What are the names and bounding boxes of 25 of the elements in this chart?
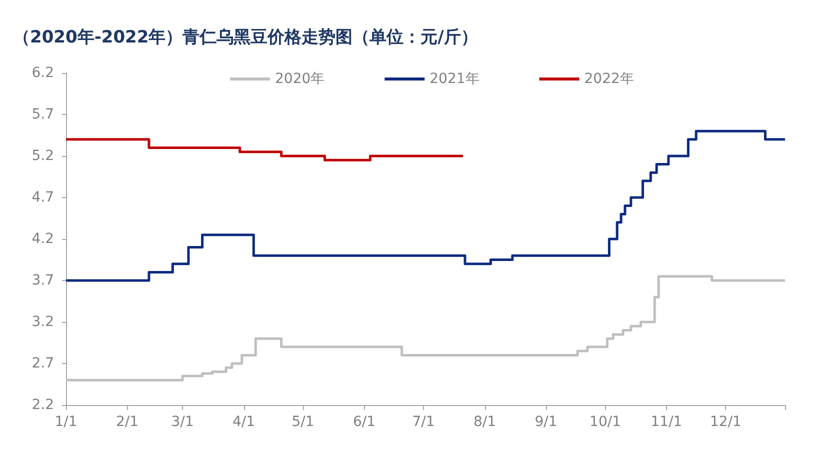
y-tick-label: 5.7 — [32, 106, 54, 122]
x-tick-label: 3/1 — [171, 414, 194, 430]
x-tick-label: 10/1 — [590, 414, 621, 430]
y-tick-label: 2.7 — [32, 356, 54, 372]
x-tick-label: 7/1 — [412, 414, 435, 430]
x-tick-label: 8/1 — [473, 414, 496, 430]
y-tick-label: 4.7 — [32, 190, 54, 206]
x-tick-label: 2/1 — [116, 414, 138, 430]
chart-title: （2020年-2022年）青仁乌黑豆价格走势图（单位：元/斤） — [13, 28, 478, 48]
x-tick-label: 1/1 — [54, 414, 78, 430]
y-tick-label: 6.2 — [32, 65, 54, 81]
x-tick-label: 9/1 — [534, 414, 558, 430]
y-tick-label: 2.2 — [32, 397, 54, 413]
x-tick-label: 5/1 — [292, 414, 314, 430]
y-tick-label: 5.2 — [32, 148, 54, 164]
x-tick-label: 6/1 — [353, 414, 376, 430]
y-tick-label: 3.7 — [32, 272, 54, 288]
y-tick-label: 4.2 — [32, 231, 54, 247]
x-tick-label: 11/1 — [650, 414, 682, 430]
x-tick-label: 4/1 — [232, 414, 256, 430]
legend-label: 2020年 — [275, 71, 325, 87]
legend-label: 2021年 — [430, 71, 480, 87]
legend-label: 2022年 — [584, 71, 634, 87]
x-tick-label: 12/1 — [710, 414, 742, 430]
y-tick-label: 3.2 — [32, 314, 54, 330]
